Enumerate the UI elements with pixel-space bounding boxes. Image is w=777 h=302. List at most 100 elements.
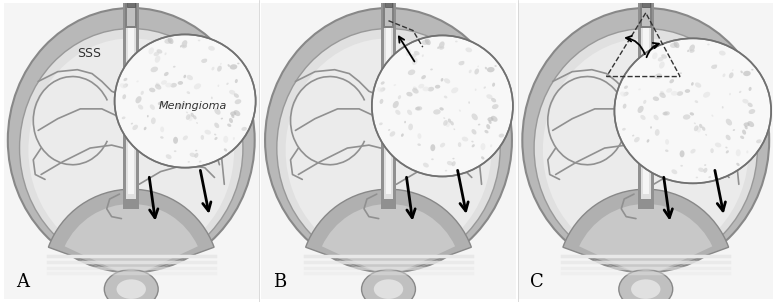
Ellipse shape [492,104,499,109]
Ellipse shape [361,270,416,302]
Ellipse shape [388,129,390,131]
Ellipse shape [534,29,758,268]
Ellipse shape [456,169,459,171]
Bar [385,3,392,194]
Text: C: C [530,273,544,291]
Ellipse shape [439,46,444,50]
Ellipse shape [235,79,238,83]
Ellipse shape [159,101,165,105]
Ellipse shape [184,44,187,47]
Ellipse shape [623,92,629,96]
Ellipse shape [19,29,243,268]
Ellipse shape [407,110,412,115]
Ellipse shape [406,49,411,56]
Ellipse shape [214,133,216,135]
Ellipse shape [230,111,236,116]
Ellipse shape [160,136,164,139]
Ellipse shape [480,143,486,150]
Ellipse shape [417,143,421,146]
Ellipse shape [703,92,710,98]
Ellipse shape [147,115,148,117]
Bar [638,3,653,209]
Ellipse shape [174,150,176,152]
Ellipse shape [737,163,740,166]
Ellipse shape [374,279,403,299]
Ellipse shape [377,87,383,92]
Ellipse shape [389,131,395,137]
Ellipse shape [122,94,126,99]
Bar [127,0,135,7]
Ellipse shape [725,146,727,148]
Ellipse shape [447,161,453,165]
Ellipse shape [695,82,702,88]
Ellipse shape [415,107,420,111]
Ellipse shape [478,124,480,126]
Ellipse shape [232,114,235,118]
Ellipse shape [653,115,659,120]
Ellipse shape [444,96,448,98]
Ellipse shape [710,148,714,153]
Bar [127,0,135,26]
Ellipse shape [695,177,698,178]
Ellipse shape [440,107,444,111]
Ellipse shape [475,69,479,75]
Ellipse shape [620,92,626,97]
Ellipse shape [401,133,404,137]
Ellipse shape [706,134,707,136]
Ellipse shape [166,154,172,159]
Ellipse shape [499,133,504,137]
Ellipse shape [492,83,495,87]
Ellipse shape [380,99,383,104]
Ellipse shape [699,124,702,128]
Ellipse shape [441,46,444,49]
Ellipse shape [704,164,706,166]
Ellipse shape [230,64,237,69]
Ellipse shape [412,88,419,94]
Ellipse shape [186,114,190,120]
Ellipse shape [223,136,228,143]
Ellipse shape [653,96,659,101]
Ellipse shape [155,84,162,90]
Ellipse shape [135,96,141,103]
Ellipse shape [643,100,646,104]
Ellipse shape [484,130,489,133]
Ellipse shape [235,99,242,104]
Ellipse shape [182,44,187,48]
Ellipse shape [277,29,500,268]
Ellipse shape [183,136,188,140]
Ellipse shape [448,118,451,123]
Bar [384,3,393,199]
Ellipse shape [148,47,154,54]
Ellipse shape [481,156,484,159]
Ellipse shape [186,111,188,113]
Ellipse shape [469,101,470,104]
Ellipse shape [444,170,448,172]
Ellipse shape [486,94,493,99]
Ellipse shape [157,49,162,54]
Ellipse shape [740,136,744,139]
Ellipse shape [679,72,682,74]
Ellipse shape [695,100,699,103]
Ellipse shape [719,51,726,56]
Ellipse shape [694,125,699,131]
Ellipse shape [692,49,695,52]
Ellipse shape [472,144,475,147]
Ellipse shape [194,83,201,89]
Ellipse shape [475,88,476,91]
Ellipse shape [408,124,413,130]
Ellipse shape [372,35,513,176]
Ellipse shape [8,8,255,272]
Ellipse shape [663,112,667,115]
Ellipse shape [416,106,422,111]
Ellipse shape [265,8,512,272]
Ellipse shape [666,88,672,93]
Ellipse shape [214,108,221,115]
Ellipse shape [443,120,448,126]
Ellipse shape [634,137,639,142]
Ellipse shape [193,115,197,120]
Ellipse shape [229,90,235,95]
Ellipse shape [224,148,227,152]
Ellipse shape [490,144,492,147]
Ellipse shape [664,111,670,116]
Ellipse shape [726,150,729,153]
